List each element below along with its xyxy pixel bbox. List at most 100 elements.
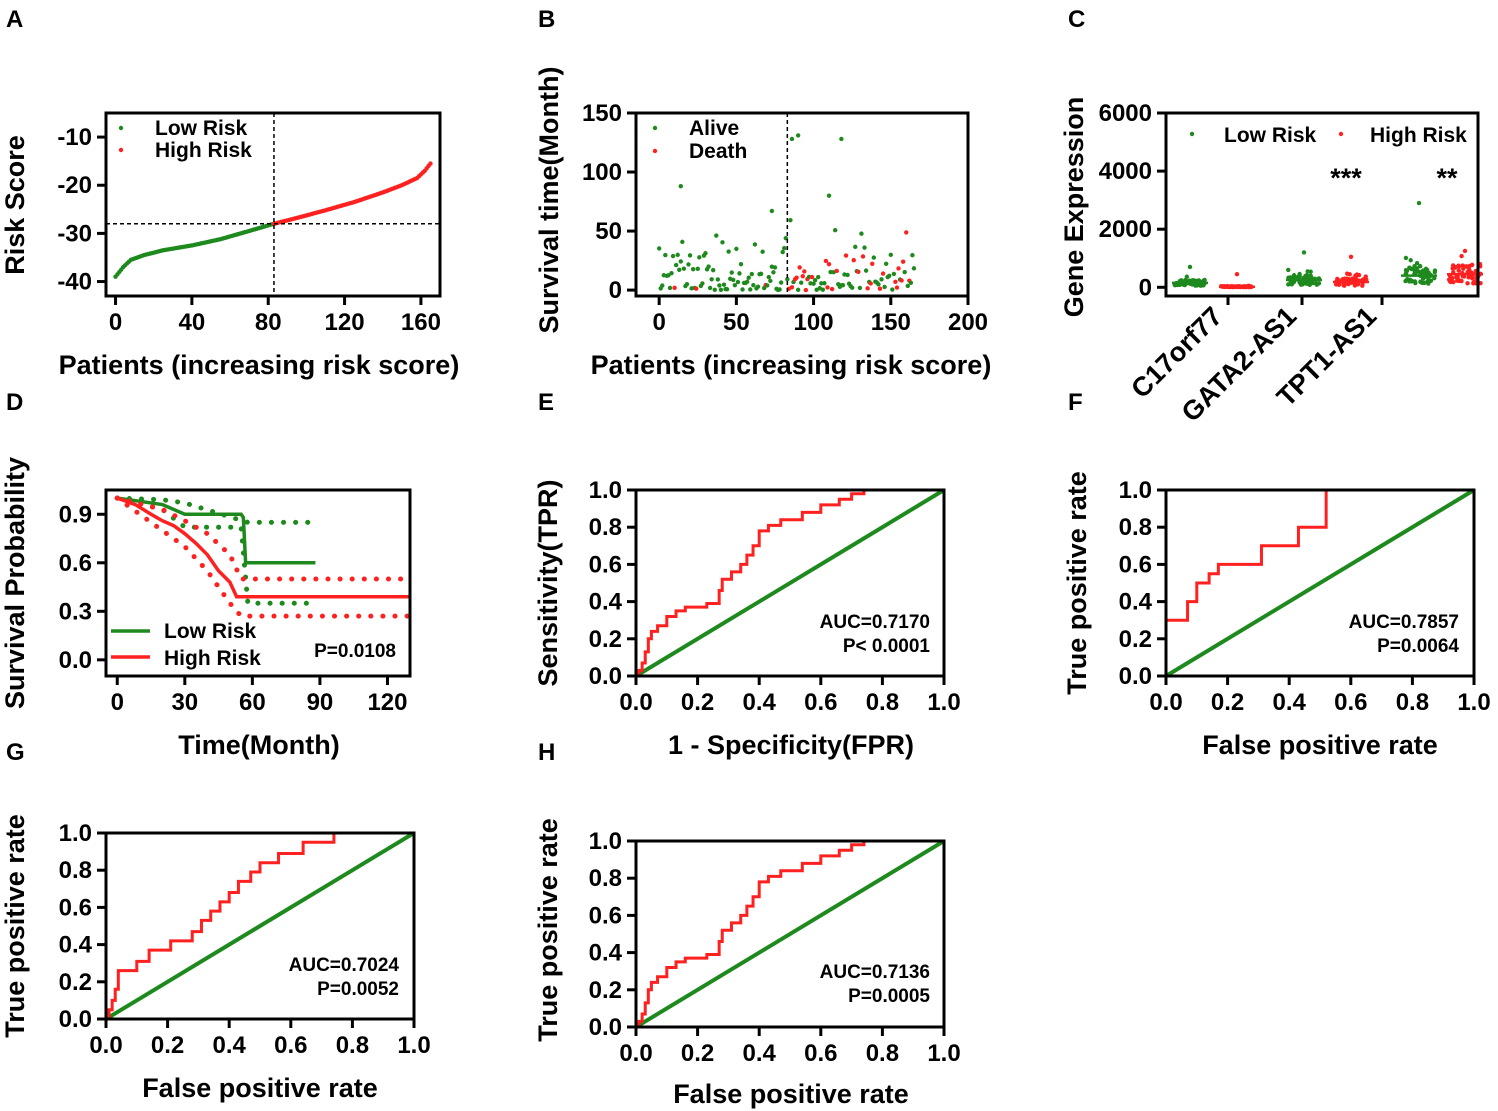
- death-point: [900, 259, 906, 264]
- x-tick-label: 0.8: [866, 689, 899, 716]
- p-value-label: P=0.0005: [848, 986, 930, 1007]
- x-axis-label: Time(Month): [178, 730, 339, 760]
- x-axis-label: False positive rate: [673, 1079, 909, 1109]
- death-point: [880, 271, 886, 276]
- y-tick-label: 6000: [1099, 100, 1152, 127]
- high-risk-point: [1347, 272, 1352, 277]
- y-tick-label: 4000: [1099, 158, 1152, 185]
- reference-diagonal-line: [1164, 488, 1476, 678]
- panel-h: H 0.0 0.2 0.4 0.6 0.8 1.0 0.0 0.2 0.4 0.6 0.8 1.0 Fal…: [533, 739, 961, 1109]
- alive-point: [677, 267, 682, 273]
- y-axis-label: True positive rate: [0, 814, 30, 1038]
- x-tick-label: 0.8: [1396, 689, 1429, 716]
- alive-point: [811, 281, 816, 286]
- low-risk-point: [1417, 263, 1423, 269]
- alive-point: [795, 287, 801, 293]
- x-tick-label: 30: [171, 689, 198, 716]
- panel-letter: E: [538, 389, 554, 416]
- high-risk-point: [1344, 276, 1349, 282]
- low-risk-point: [1421, 268, 1426, 273]
- alive-point: [828, 269, 833, 275]
- alive-point: [663, 252, 668, 258]
- low-risk-point: [1413, 280, 1418, 286]
- y-tick-label: -30: [57, 220, 92, 247]
- low-risk-point: [1420, 276, 1426, 281]
- x-tick-label: 40: [179, 309, 206, 336]
- panel-letter: F: [1068, 389, 1083, 416]
- alive-point: [769, 208, 775, 214]
- alive-point: [660, 283, 665, 288]
- x-axis-label: Patients (increasing risk score): [59, 350, 460, 380]
- alive-point: [712, 287, 717, 292]
- high-risk-survival-curve: [116, 496, 410, 599]
- roc-curve: [1164, 488, 1474, 676]
- alive-point: [724, 287, 730, 292]
- y-tick-label: 0.2: [59, 969, 92, 996]
- roc-curve: [636, 488, 944, 678]
- plot-frame: [1164, 488, 1476, 678]
- death-point: [896, 266, 901, 271]
- legend-label-low-risk: Low Risk: [1224, 124, 1317, 147]
- death-point: [800, 274, 805, 279]
- low-risk-point: [1194, 283, 1200, 288]
- alive-point: [721, 282, 727, 287]
- x-tick-label: 0.8: [336, 1032, 369, 1059]
- alive-point: [690, 266, 696, 272]
- low-risk-point: [1416, 200, 1422, 206]
- y-tick-label: -20: [57, 172, 92, 199]
- legend-label-high-risk: High Risk: [155, 139, 252, 162]
- panel-letter: H: [538, 739, 555, 766]
- low-risk-point: [1419, 280, 1425, 285]
- significance-label: ***: [1330, 163, 1362, 193]
- x-axis-label: 1 - Specificity(FPR): [668, 730, 914, 760]
- x-tick-label: 0: [652, 309, 665, 336]
- x-tick-label: 80: [255, 309, 282, 336]
- low-risk-point: [1412, 268, 1418, 274]
- y-tick-label: 0.8: [589, 514, 622, 541]
- high-risk-ci-upper: [114, 495, 413, 582]
- alive-point: [890, 287, 895, 292]
- panel-letter: B: [538, 6, 555, 33]
- alive-point: [675, 252, 680, 258]
- alive-point: [863, 268, 869, 273]
- low-risk-survival-curve: [117, 496, 316, 565]
- high-risk-point: [1453, 265, 1458, 270]
- alive-point: [720, 240, 725, 245]
- death-point: [865, 286, 870, 291]
- y-axis-label: Sensitivity(TPR): [533, 479, 563, 686]
- x-tick-label: 0.2: [681, 1040, 714, 1067]
- x-tick-label: 0.8: [866, 1040, 899, 1067]
- panel-a: A 0 40 80 120 160 -40 -30 -20 -10 Patients (increa…: [0, 6, 459, 380]
- alive-point: [697, 255, 702, 260]
- death-point: [803, 287, 809, 293]
- high-risk-point: [1454, 278, 1460, 283]
- alive-point: [678, 184, 683, 189]
- high-risk-point: [1234, 272, 1240, 277]
- x-axis-label: False positive rate: [1202, 730, 1438, 760]
- y-tick-label: 0: [1139, 274, 1152, 301]
- alive-point: [771, 270, 776, 275]
- high-risk-point: [1465, 281, 1470, 286]
- death-point: [834, 268, 839, 274]
- high-risk-point: [1467, 267, 1472, 272]
- alive-point: [755, 284, 761, 289]
- alive-point: [840, 282, 846, 288]
- plot-frame: [104, 488, 412, 678]
- alive-point: [882, 284, 887, 290]
- alive-point: [799, 280, 804, 285]
- alive-point: [737, 271, 742, 276]
- alive-point: [686, 262, 691, 267]
- reference-diagonal-line: [634, 839, 946, 1029]
- y-tick-label: 0: [609, 277, 622, 304]
- y-tick-label: 0.4: [59, 932, 93, 959]
- alive-point: [670, 253, 676, 259]
- alive-point: [740, 287, 745, 292]
- alive-point: [706, 264, 711, 269]
- alive-point: [859, 231, 864, 236]
- y-tick-label: 2000: [1099, 216, 1152, 243]
- alive-point: [820, 287, 826, 292]
- x-tick-label: 0.4: [743, 1040, 777, 1067]
- x-tick-label: 0.6: [274, 1032, 307, 1059]
- y-tick-label: 0.6: [59, 894, 92, 921]
